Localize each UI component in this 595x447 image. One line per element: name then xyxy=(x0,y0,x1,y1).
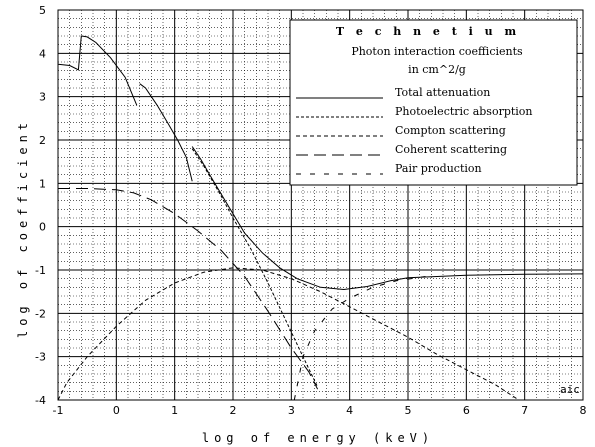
legend-label-total-attenuation: Total attenuation xyxy=(395,86,490,99)
y-axis-title: log of coefficient xyxy=(16,118,30,338)
x-tick-label: 4 xyxy=(346,404,353,417)
x-tick-label: 6 xyxy=(463,404,470,417)
x-tick-label: 0 xyxy=(113,404,120,417)
series-line-total-attenuation xyxy=(139,83,193,182)
series-line-compton-scattering xyxy=(58,267,520,400)
minor-grid xyxy=(58,10,583,400)
x-tick-label: 2 xyxy=(230,404,237,417)
y-tick-label: 1 xyxy=(39,177,46,190)
x-tick-label: 5 xyxy=(405,404,412,417)
legend-label-coherent-scattering: Coherent scattering xyxy=(395,143,507,156)
x-axis-title: log of energy (keV) xyxy=(202,431,434,445)
series-line-total-attenuation xyxy=(191,146,583,291)
x-tick-labels: -1 0 1 2 3 4 5 6 7 8 xyxy=(53,404,587,417)
corner-label: aic xyxy=(560,383,580,396)
x-tick-label: 3 xyxy=(288,404,295,417)
x-tick-label: -1 xyxy=(53,404,64,417)
curves xyxy=(58,35,583,400)
y-tick-label: -4 xyxy=(35,394,46,407)
y-tick-label: 0 xyxy=(39,221,46,234)
y-tick-label: 4 xyxy=(39,47,46,60)
legend-subtitle-line-1: Photon interaction coefficients xyxy=(351,45,523,58)
y-tick-label: -3 xyxy=(35,351,46,364)
y-tick-label: 3 xyxy=(39,91,46,104)
legend-subtitle-line-2: in cm^2/g xyxy=(408,63,466,76)
legend-label-photoelectric-absorption: Photoelectric absorption xyxy=(395,105,533,118)
legend: T e c h n e t i u m Photon interaction c… xyxy=(289,19,578,186)
plot-area-frame xyxy=(57,9,584,401)
y-tick-label: -1 xyxy=(35,264,46,277)
legend-label-compton-scattering: Compton scattering xyxy=(395,124,506,137)
y-tick-labels: -4 -3 -2 -1 0 1 2 3 4 5 xyxy=(35,4,46,407)
x-tick-label: 8 xyxy=(580,404,587,417)
x-tick-label: 1 xyxy=(171,404,178,417)
y-tick-label: 5 xyxy=(39,4,46,17)
legend-label-pair-production: Pair production xyxy=(395,162,482,175)
series-line-coherent-scattering xyxy=(58,188,319,390)
series-line-photoelectric-absorption xyxy=(191,148,319,388)
y-tick-label: -2 xyxy=(35,307,46,320)
legend-box xyxy=(289,19,578,186)
legend-title: T e c h n e t i u m xyxy=(336,25,520,38)
x-tick-label: 7 xyxy=(521,404,528,417)
y-tick-label: 2 xyxy=(39,134,46,147)
legend-entries: Total attenuation Photoelectric absorptio… xyxy=(296,86,533,175)
series-line-total-attenuation xyxy=(58,35,138,106)
